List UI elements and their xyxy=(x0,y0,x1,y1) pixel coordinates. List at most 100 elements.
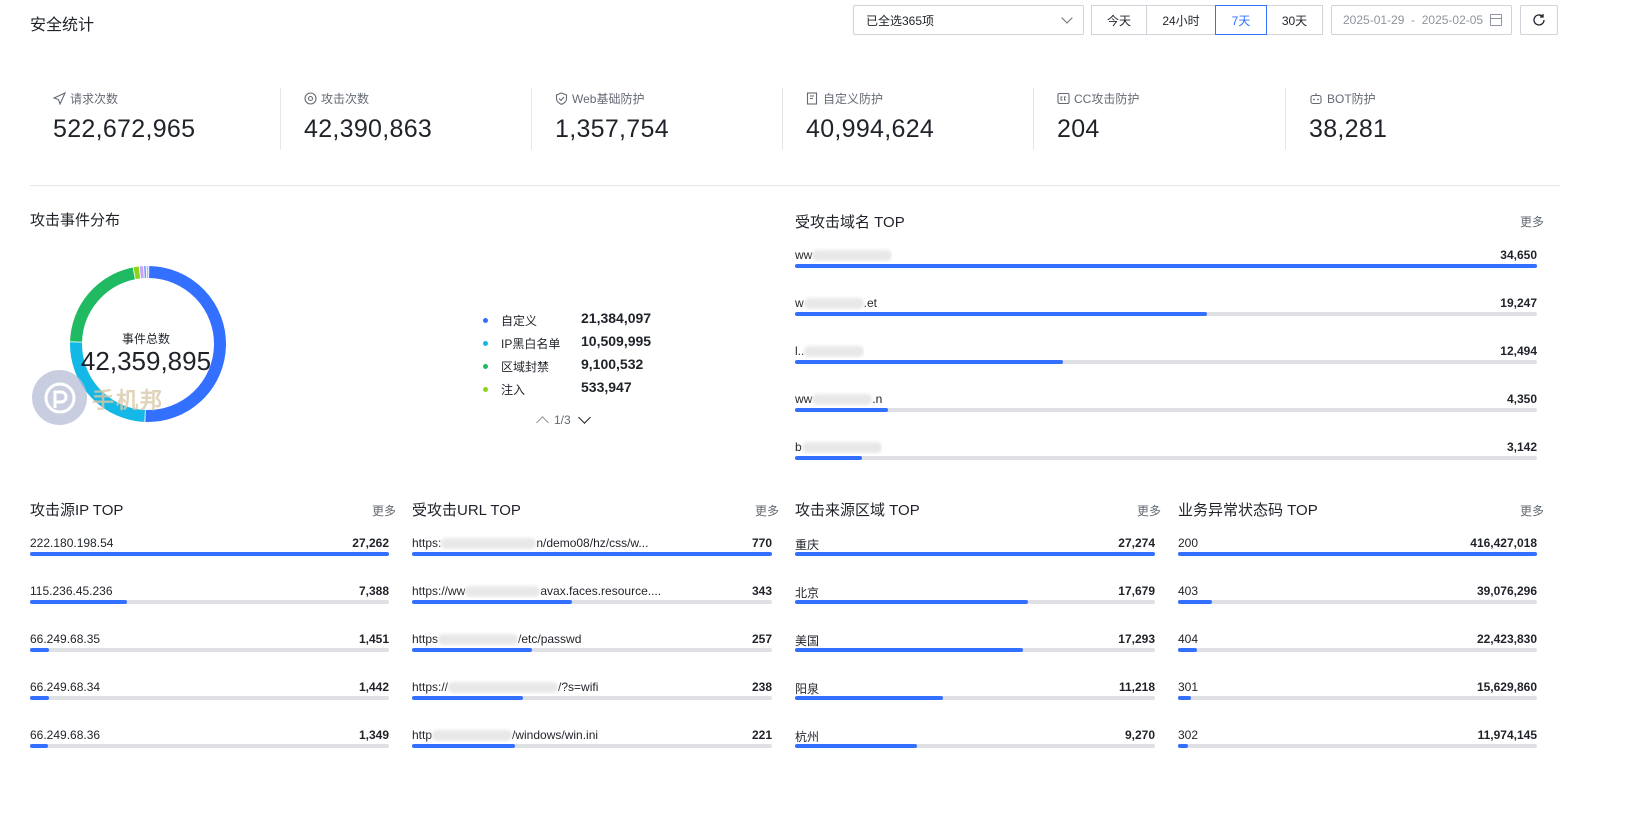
stat-bot-protection: BOT防护 38,281 xyxy=(1286,88,1387,150)
list-item[interactable]: 阳泉 11,218 xyxy=(795,680,1155,728)
legend-item[interactable]: 注入 533,947 xyxy=(481,378,681,401)
legend-item[interactable]: 自定义 21,384,097 xyxy=(481,309,681,332)
list-item[interactable]: 美国 17,293 xyxy=(795,632,1155,680)
status-codes-more-link[interactable]: 更多 xyxy=(1520,504,1545,518)
site-selector[interactable]: 已全选365项 xyxy=(853,5,1084,35)
watermark-text: 手机邦 xyxy=(92,388,165,413)
item-value: 4,350 xyxy=(1506,392,1537,406)
item-value: 11,974,145 xyxy=(1477,728,1537,742)
list-item[interactable]: l.. 12,494 xyxy=(795,344,1537,392)
src-ip-list: 222.180.198.54 27,262 115.236.45.236 7,388 6… xyxy=(30,536,389,776)
item-value: 11,218 xyxy=(1118,680,1155,694)
list-item[interactable]: 杭州 9,270 xyxy=(795,728,1155,776)
progress-track xyxy=(795,600,1155,604)
tab-today[interactable]: 今天 xyxy=(1091,5,1147,35)
progress-track xyxy=(795,696,1155,700)
list-item[interactable]: https/etc/passwd 257 xyxy=(412,632,772,680)
legend-name: 自定义 xyxy=(501,314,538,328)
progress-fill xyxy=(795,264,1537,268)
progress-fill xyxy=(1178,600,1212,604)
item-name: 阳泉 xyxy=(795,682,820,696)
list-item[interactable]: 302 11,974,145 xyxy=(1178,728,1537,776)
list-item[interactable]: http/windows/win.ini 221 xyxy=(412,728,772,776)
regions-more-link[interactable]: 更多 xyxy=(1137,504,1162,518)
list-item[interactable]: ww .n 4,350 xyxy=(795,392,1537,440)
item-name: https://ww avax.faces.resource.... xyxy=(412,584,662,598)
tab-30d[interactable]: 30天 xyxy=(1266,5,1323,35)
item-value: 257 xyxy=(751,632,772,646)
tab-7d[interactable]: 7天 xyxy=(1215,5,1267,35)
item-value: 27,262 xyxy=(352,536,389,550)
list-item[interactable]: 北京 17,679 xyxy=(795,584,1155,632)
tab-24h[interactable]: 24小时 xyxy=(1146,5,1216,35)
domains-more-link[interactable]: 更多 xyxy=(1520,215,1545,229)
progress-fill xyxy=(30,552,389,556)
stat-value: 38,281 xyxy=(1309,115,1388,143)
list-item[interactable]: 重庆 27,274 xyxy=(795,536,1155,584)
item-name: 北京 xyxy=(795,586,820,600)
list-item[interactable]: 404 22,423,830 xyxy=(1178,632,1537,680)
list-item[interactable]: 66.249.68.34 1,442 xyxy=(30,680,389,728)
item-name: http/windows/win.ini xyxy=(412,728,599,742)
site-selector-value: 已全选365项 xyxy=(866,13,935,28)
send-icon xyxy=(53,91,66,105)
item-name: 66.249.68.35 xyxy=(30,632,101,646)
item-value: 19,247 xyxy=(1500,296,1537,310)
list-item[interactable]: https://ww avax.faces.resource.... 343 xyxy=(412,584,772,632)
legend-name: ······· xyxy=(501,404,529,406)
progress-track xyxy=(30,696,389,700)
list-item[interactable]: 66.249.68.36 1,349 xyxy=(30,728,389,776)
item-name: 404 xyxy=(1178,632,1199,646)
progress-fill xyxy=(795,408,889,412)
legend-dot xyxy=(483,318,488,323)
legend-name: IP黑白名单 xyxy=(501,337,561,351)
item-name: 66.249.68.36 xyxy=(30,728,101,742)
donut-slice-1[interactable] xyxy=(70,342,146,422)
list-item[interactable]: 301 15,629,860 xyxy=(1178,680,1537,728)
progress-fill xyxy=(795,552,1155,556)
progress-track xyxy=(795,312,1537,316)
progress-track xyxy=(795,408,1537,412)
stat-value: 522,672,965 xyxy=(53,115,196,143)
list-item[interactable]: ww 34,650 xyxy=(795,248,1537,296)
list-item[interactable]: 66.249.68.35 1,451 xyxy=(30,632,389,680)
list-item[interactable]: b 3,142 xyxy=(795,440,1537,488)
list-item[interactable]: 200 416,427,018 xyxy=(1178,536,1537,584)
item-value: 39,076,296 xyxy=(1476,584,1537,598)
item-value: 770 xyxy=(751,536,772,550)
list-item[interactable]: 115.236.45.236 7,388 xyxy=(30,584,389,632)
legend-item[interactable]: 区域封禁 9,100,532 xyxy=(481,355,681,378)
progress-fill xyxy=(795,312,1208,316)
legend-item[interactable]: ······· ···,··· xyxy=(481,401,681,406)
item-value: 343 xyxy=(751,584,772,598)
chevron-up-icon[interactable] xyxy=(536,416,549,429)
list-item[interactable]: https: n/demo08/hz/css/w... 770 xyxy=(412,536,772,584)
date-range-picker[interactable]: 2025-01-29 - 2025-02-05 xyxy=(1331,5,1512,35)
list-item[interactable]: https:///?s=wifi 238 xyxy=(412,680,772,728)
progress-fill xyxy=(795,744,918,748)
src-ip-more-link[interactable]: 更多 xyxy=(372,504,397,518)
item-value: 15,629,860 xyxy=(1476,680,1537,694)
list-item[interactable]: 222.180.198.54 27,262 xyxy=(30,536,389,584)
refresh-button[interactable] xyxy=(1520,5,1558,35)
progress-fill xyxy=(795,648,1024,652)
stat-value: 1,357,754 xyxy=(555,115,669,143)
item-name: 美国 xyxy=(795,634,820,648)
donut-slice-3[interactable] xyxy=(133,266,141,280)
item-name: ww .n xyxy=(795,392,883,406)
stat-label: CC攻击防护 xyxy=(1074,91,1140,106)
chevron-down-icon[interactable] xyxy=(577,411,591,424)
progress-fill xyxy=(795,456,863,460)
donut-slice-2[interactable] xyxy=(70,267,136,342)
legend-item[interactable]: IP黑白名单 10,509,995 xyxy=(481,332,681,355)
item-value: 34,650 xyxy=(1500,248,1537,262)
list-item[interactable]: 403 39,076,296 xyxy=(1178,584,1537,632)
item-value: 7,388 xyxy=(358,584,389,598)
donut-slice-0[interactable] xyxy=(145,266,226,422)
progress-fill xyxy=(30,600,128,604)
domains-list: ww 34,650 w .et 19,247 l.. 12,494 ww .n 4,350 b 3,1… xyxy=(795,248,1537,488)
urls-more-link[interactable]: 更多 xyxy=(755,504,780,518)
progress-fill xyxy=(412,696,524,700)
list-item[interactable]: w .et 19,247 xyxy=(795,296,1537,344)
status-codes-title: 业务异常状态码 TOP xyxy=(1178,502,1318,519)
